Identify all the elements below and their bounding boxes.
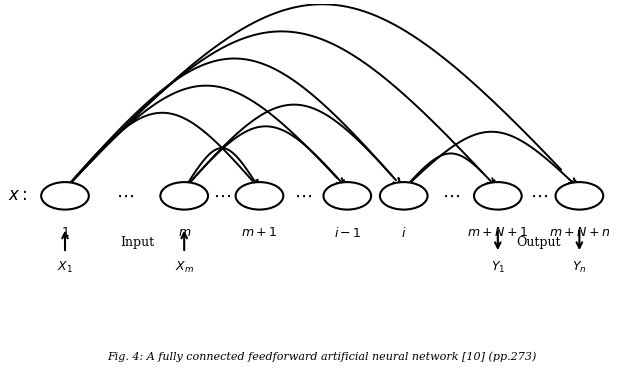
Circle shape [474,182,522,209]
Text: $\cdots$: $\cdots$ [213,187,231,205]
Text: $X_m$: $X_m$ [175,260,194,275]
Text: $i-1$: $i-1$ [333,226,361,240]
Circle shape [380,182,428,209]
Text: $m+1$: $m+1$ [241,226,278,239]
Text: $m$: $m$ [177,226,191,239]
Text: Fig. 4: A fully connected feedforward artificial neural network [10] (pp.273): Fig. 4: A fully connected feedforward ar… [108,352,537,362]
Circle shape [556,182,604,209]
Circle shape [41,182,89,209]
Text: $i$: $i$ [401,226,406,240]
Text: $m+N+1$: $m+N+1$ [467,226,528,239]
Circle shape [323,182,371,209]
Circle shape [236,182,284,209]
Text: $Y_1$: $Y_1$ [491,260,505,275]
Text: $Y_n$: $Y_n$ [572,260,587,275]
Text: $\cdots$: $\cdots$ [116,187,134,205]
Text: $1$: $1$ [61,226,69,239]
Text: $\cdots$: $\cdots$ [294,187,312,205]
Circle shape [161,182,208,209]
Text: $\cdots$: $\cdots$ [530,187,548,205]
Text: Input: Input [120,236,154,249]
Text: $\cdots$: $\cdots$ [442,187,460,205]
Text: $x:$: $x:$ [8,187,28,204]
Text: $X_1$: $X_1$ [57,260,73,275]
Text: $m +N +n$: $m +N +n$ [548,226,610,239]
Text: Output: Output [516,236,561,249]
